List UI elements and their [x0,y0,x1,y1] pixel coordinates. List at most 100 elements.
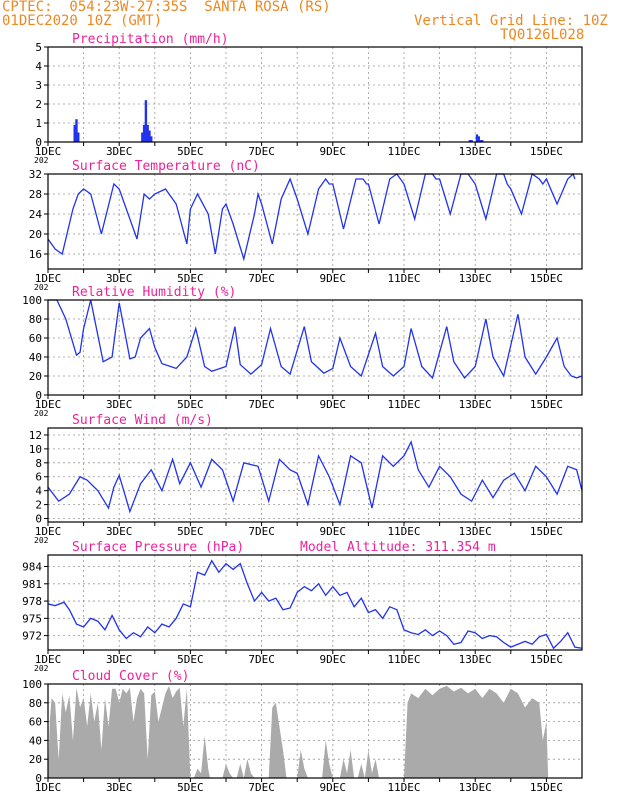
precip-bar [77,132,80,142]
x-tick-label: 15DEC [530,145,563,158]
precip-bar [479,140,482,142]
y-tick-label: 12 [29,429,42,442]
x-tick-label: 1DEC [35,145,62,158]
precip-bar [148,130,151,142]
x-tick-label: 1DEC [35,398,62,411]
x-tick-label: 1DEC [35,525,62,538]
x-tick-label: 7DEC [248,653,275,666]
panel-2: Surface Temperature (nC) 16 20 24 28 32 1DEC 3D… [29,159,583,292]
precip-bar [142,124,146,142]
x-year-label: 202 [34,156,49,165]
x-tick-label: 15DEC [530,398,563,411]
y-tick-label: 972 [22,630,42,643]
y-tick-label: 40 [29,734,42,747]
product-code: TQ0126L028 [500,27,585,43]
grid-note: Vertical Grid Line: 10Z [414,13,608,29]
x-tick-label: 7DEC [248,398,275,411]
x-tick-label: 9DEC [320,398,347,411]
y-tick-label: 60 [29,332,42,345]
plot-frame [47,46,583,143]
x-tick-label: 11DEC [387,272,420,285]
cloud-cover-area [48,685,582,778]
y-tick-label: 20 [29,753,42,766]
x-tick-label: 9DEC [320,525,347,538]
y-tick-label: 60 [29,716,42,729]
y-tick-label: 4 [35,485,42,498]
x-tick-label: 7DEC [248,272,275,285]
y-tick-label: 8 [35,457,42,470]
x-tick-label: 3DEC [106,525,133,538]
x-tick-label: 5DEC [177,145,204,158]
plot-frame [47,554,583,651]
y-tick-label: 20 [29,228,42,241]
y-tick-label: 0 [35,772,42,785]
panel-6: Cloud Cover (%) 0 20 40 60 80 100 1DEC 3DEC 5DEC 7… [22,669,583,794]
panel-title: Relative Humidity (%) [72,285,236,300]
x-tick-label: 3DEC [106,145,133,158]
precip-bar [75,119,78,142]
y-tick-label: 0 [35,389,42,402]
precip-bar [73,124,76,142]
y-tick-label: 3 [35,79,42,92]
precip-bar [468,140,472,142]
y-tick-label: 32 [29,168,42,181]
x-tick-label: 13DEC [459,781,492,794]
x-tick-label: 5DEC [177,653,204,666]
x-tick-label: 11DEC [387,781,420,794]
x-tick-label: 15DEC [530,653,563,666]
plot-frame [47,683,583,779]
y-tick-label: 2 [35,499,42,512]
plot-frame [47,427,583,523]
x-tick-label: 7DEC [248,145,275,158]
x-tick-label: 5DEC [177,398,204,411]
x-tick-label: 7DEC [248,525,275,538]
y-tick-label: 100 [22,678,42,691]
y-tick-label: 16 [29,248,42,261]
plot-frame [47,299,583,396]
x-year-label: 202 [34,409,49,418]
y-tick-label: 975 [22,612,42,625]
x-year-label: 202 [34,283,49,292]
panel-5: Surface Pressure (hPa) Model Altitude: 31… [22,540,583,673]
y-tick-label: 984 [22,561,42,574]
x-tick-label: 1DEC [35,781,62,794]
x-tick-label: 11DEC [387,653,420,666]
x-tick-label: 7DEC [248,781,275,794]
x-tick-label: 5DEC [177,525,204,538]
x-tick-label: 13DEC [459,272,492,285]
precip-bar [470,140,473,142]
station-title: CPTEC: 054:23W-27:35S SANTA ROSA (RS) [2,0,331,15]
y-tick-label: 24 [29,208,43,221]
x-tick-label: 1DEC [35,272,62,285]
panel-1: Precipitation (mm/h) 0 1 2 3 4 5 1DEC 3DEC 5DEC 7D… [34,32,583,165]
panel-annotation: Model Altitude: 311.354 m [300,540,496,555]
x-tick-label: 9DEC [320,272,347,285]
y-tick-label: 2 [35,98,42,111]
panel-title: Precipitation (mm/h) [72,32,229,47]
y-tick-label: 5 [35,41,42,54]
x-tick-label: 9DEC [320,145,347,158]
y-tick-label: 978 [22,595,42,608]
x-tick-label: 11DEC [387,398,420,411]
x-tick-label: 11DEC [387,145,420,158]
x-tick-label: 9DEC [320,781,347,794]
panel-3: Relative Humidity (%) 0 20 40 60 80 100 1DEC 3DE… [22,285,583,418]
precip-bar [481,140,484,142]
x-year-label: 202 [34,664,49,673]
panel-title: Surface Temperature (nC) [72,159,260,174]
series-line [47,440,583,514]
x-tick-label: 1DEC [35,653,62,666]
x-tick-label: 13DEC [459,653,492,666]
series-line [48,299,583,380]
y-tick-label: 40 [29,351,42,364]
x-tick-label: 11DEC [387,525,420,538]
y-tick-label: 1 [35,117,42,130]
x-tick-label: 5DEC [177,781,204,794]
x-tick-label: 3DEC [106,398,133,411]
plot-frame [47,173,583,270]
precip-bar [146,124,149,142]
x-tick-label: 9DEC [320,653,347,666]
x-tick-label: 15DEC [530,272,563,285]
